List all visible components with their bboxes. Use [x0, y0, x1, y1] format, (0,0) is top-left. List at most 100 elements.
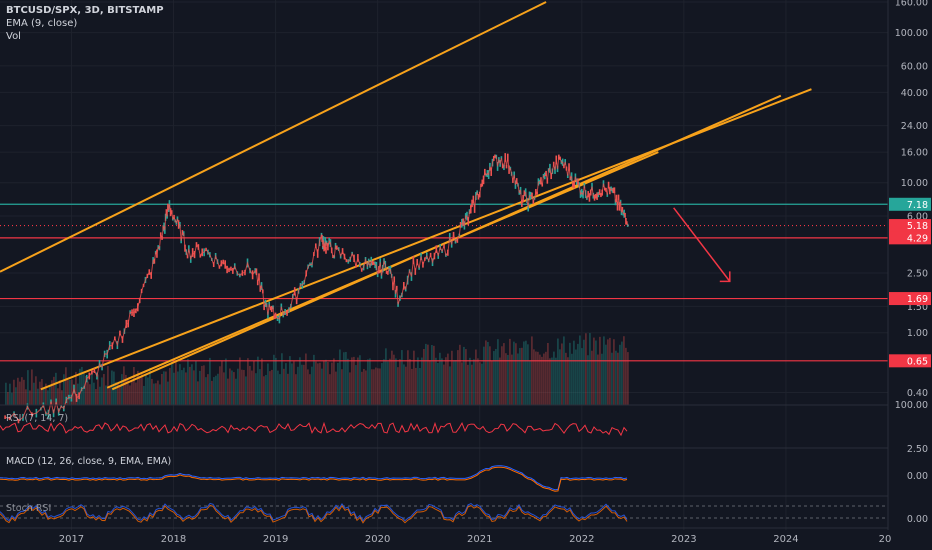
level-tag-label-3: 1.69: [907, 294, 928, 305]
volume-bar: [249, 365, 251, 405]
volume-bar: [507, 354, 509, 405]
volume-bar: [359, 355, 361, 405]
volume-bar: [237, 368, 239, 405]
volume-bar: [575, 349, 577, 405]
volume-bar: [415, 367, 417, 405]
volume-bar: [183, 367, 185, 405]
rsi-label[interactable]: RSI (7, 14, 7): [6, 413, 69, 424]
volume-bar: [131, 381, 133, 405]
volume-bar: [201, 365, 203, 405]
volume-bar: [175, 361, 177, 405]
volume-bar: [391, 350, 393, 405]
volume-bar: [277, 370, 279, 405]
volume-bar: [97, 374, 99, 405]
stoch-label[interactable]: Stoch RSI: [6, 503, 52, 514]
volume-bar: [7, 391, 9, 405]
volume-bar: [85, 375, 87, 405]
volume-bar: [419, 367, 421, 405]
volume-bar: [413, 350, 415, 405]
volume-bar: [383, 359, 385, 405]
volume-bar: [455, 360, 457, 405]
volume-bar: [221, 360, 223, 405]
volume-bar: [263, 376, 265, 405]
macd-label[interactable]: MACD (12, 26, close, 9, EMA, EMA): [6, 456, 172, 467]
volume-bar: [79, 368, 81, 405]
volume-bar: [23, 379, 25, 405]
volume-bar: [437, 362, 439, 405]
arrow-shaft: [673, 207, 731, 282]
time-tick-label: 2024: [773, 534, 798, 545]
volume-bar: [599, 336, 601, 405]
volume-bar: [365, 370, 367, 405]
volume-bar: [115, 382, 117, 405]
volume-bar: [467, 364, 469, 405]
volume-bar: [459, 344, 461, 405]
volume-bar: [295, 374, 297, 405]
volume-bar: [485, 340, 487, 405]
indicator-panes: [0, 404, 932, 529]
time-tick-label: 2017: [59, 534, 84, 545]
volume-bar: [397, 367, 399, 405]
volume-bar: [17, 377, 19, 405]
volume-bar: [43, 388, 45, 405]
volume-bar: [15, 387, 17, 405]
volume-bar: [531, 336, 533, 405]
volume-bar: [53, 376, 55, 405]
time-tick-label: 20: [879, 534, 892, 545]
volume-bar: [303, 364, 305, 405]
vol-legend[interactable]: Vol: [6, 31, 21, 42]
volume-bar: [431, 344, 433, 405]
volume-bar: [585, 333, 587, 405]
rsi-line: [0, 421, 628, 437]
price-tick-label: 6.00: [907, 211, 928, 222]
volume-bar: [309, 374, 311, 405]
volume-bar: [557, 338, 559, 405]
price-tick-label: 60.00: [901, 61, 928, 72]
volume-bar: [411, 368, 413, 405]
volume-bar: [473, 359, 475, 405]
volume-bar: [13, 379, 15, 405]
volume-bar: [461, 362, 463, 405]
volume-bar: [225, 358, 227, 405]
volume-bar: [537, 351, 539, 405]
ema-legend[interactable]: EMA (9, close): [6, 18, 78, 29]
price-series: [4, 153, 629, 424]
volume-bar: [561, 343, 563, 405]
volume-bar: [181, 370, 183, 405]
volume-bar: [81, 366, 83, 405]
volume-bar: [33, 382, 35, 405]
volume-bar: [269, 371, 271, 405]
volume-bar: [321, 368, 323, 405]
volume-bar: [177, 371, 179, 405]
volume-bar: [617, 352, 619, 405]
volume-bar: [517, 353, 519, 405]
volume-bar: [491, 360, 493, 405]
symbol-title[interactable]: BTCUSD/SPX, 3D, BITSTAMP: [6, 5, 164, 16]
volume-bar: [361, 371, 363, 405]
volume-bar: [525, 340, 527, 405]
volume-bar: [317, 363, 319, 405]
volume-bar: [433, 345, 435, 405]
volume-bar: [233, 372, 235, 405]
volume-bar: [483, 346, 485, 405]
volume-bar: [89, 384, 91, 405]
volume-bar: [95, 389, 97, 405]
volume-bar: [351, 357, 353, 405]
volume-bar: [275, 357, 277, 405]
volume-bar: [59, 380, 61, 405]
volume-bar: [63, 374, 65, 405]
volume-bar: [583, 339, 585, 405]
volume-bar: [267, 363, 269, 405]
volume-bar: [87, 381, 89, 405]
volume-bar: [231, 370, 233, 405]
volume-bar: [403, 364, 405, 405]
volume-bar: [45, 383, 47, 405]
volume-bar: [209, 357, 211, 405]
volume-bar: [523, 341, 525, 405]
volume-bar: [369, 358, 371, 405]
volume-bar: [539, 354, 541, 405]
volume-bar: [207, 374, 209, 405]
volume-bar: [163, 371, 165, 405]
volume-bar: [55, 372, 57, 405]
